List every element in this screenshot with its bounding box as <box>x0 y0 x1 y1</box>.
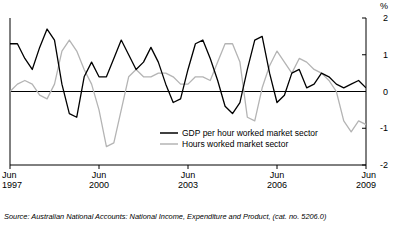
x-tick-label-part: 2003 <box>178 180 198 190</box>
y-tick <box>362 18 366 19</box>
x-tick-label-part: Jun <box>270 170 285 180</box>
x-tick-label: Jun2009 <box>356 170 376 190</box>
x-tick-label-part: Jun <box>92 170 107 180</box>
y-tick-label: -2 <box>380 160 388 170</box>
x-tick-label-part: 1997 <box>2 180 22 190</box>
legend-label: Hours worked market sector <box>182 139 288 149</box>
x-tick-label-part: 2009 <box>356 180 376 190</box>
series-line <box>10 29 366 117</box>
x-tick-label-part: Jun <box>2 170 17 180</box>
legend-swatch <box>160 132 178 134</box>
y-tick-label: -1 <box>380 123 388 133</box>
source: Source: Australian National Accounts: Na… <box>4 212 327 221</box>
x-tick-label-part: 2006 <box>267 180 287 190</box>
x-tick <box>366 165 367 169</box>
x-tick-label: Jun1997 <box>2 170 22 190</box>
x-tick-label-part: Jun <box>181 170 196 180</box>
y-tick-label: 2 <box>383 13 388 23</box>
x-tick-label: Jun2006 <box>267 170 287 190</box>
y-tick-label: 1 <box>383 50 388 60</box>
y-tick <box>362 128 366 129</box>
x-tick <box>10 165 11 169</box>
chart: -2-1012%Jun1997Jun2000Jun2003Jun2006Jun2… <box>0 0 397 227</box>
legend-label: GDP per hour worked market sector <box>182 128 318 138</box>
y-tick <box>362 165 366 166</box>
y-tick-label: 0 <box>383 87 388 97</box>
x-tick <box>277 165 278 169</box>
legend-swatch <box>160 143 178 145</box>
y-label: % <box>380 1 388 11</box>
series-line <box>10 40 366 147</box>
x-tick <box>188 165 189 169</box>
x-tick-label-part: Jun <box>361 170 376 180</box>
x-tick-label-part: 2000 <box>89 180 109 190</box>
y-tick <box>362 54 366 55</box>
x-tick-label: Jun2003 <box>178 170 198 190</box>
x-tick <box>99 165 100 169</box>
x-tick-label: Jun2000 <box>89 170 109 190</box>
plot-lines <box>10 29 366 147</box>
